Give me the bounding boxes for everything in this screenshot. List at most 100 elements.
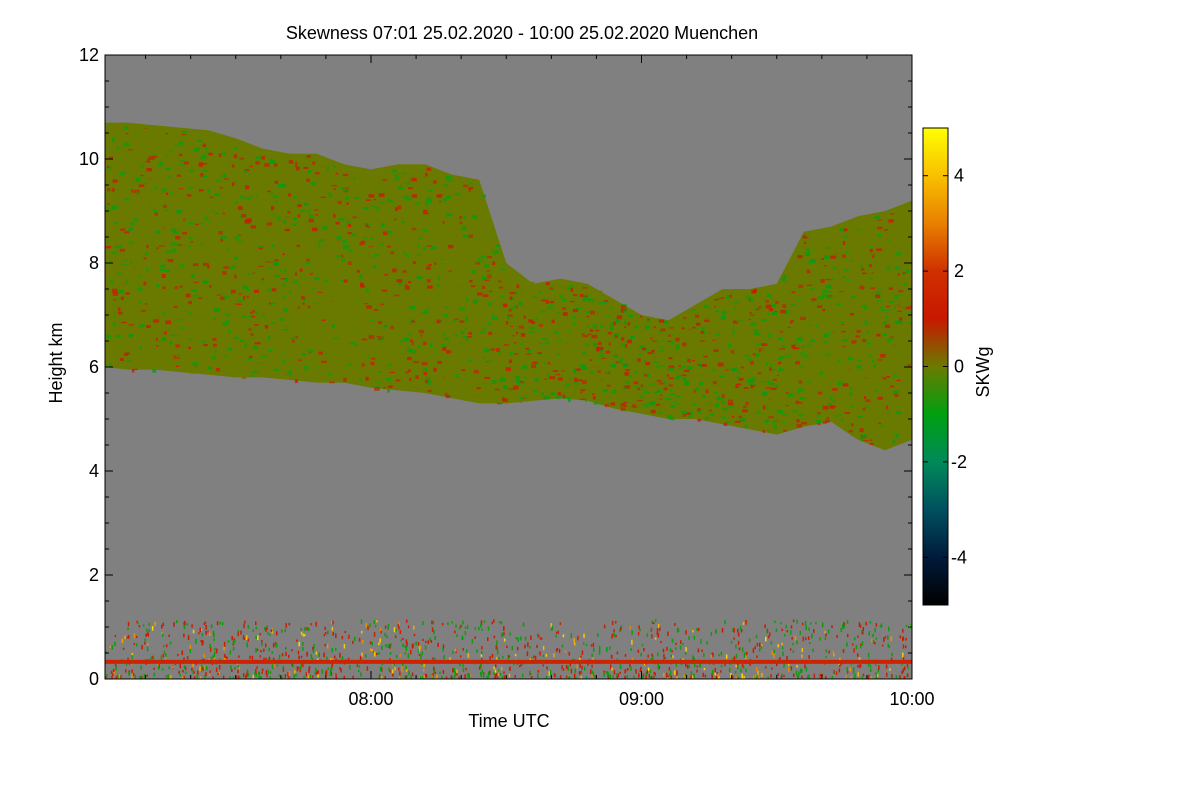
speckle-cell [115,665,117,671]
speckle-cell [379,673,381,676]
speckle-cell [140,665,142,670]
speckle-cell [261,640,263,644]
cloud-texture-cell [441,376,447,380]
cloud-texture-cell [886,266,892,271]
cloud-texture-cell [645,326,650,329]
cloud-texture-cell [523,395,528,397]
speckle-cell [752,676,755,679]
cloud-texture-cell [804,237,809,239]
cloud-texture-cell [646,376,652,378]
cloud-texture-cell [144,127,148,129]
cloud-texture-cell [508,388,515,390]
cloud-texture-cell [823,340,829,344]
cloud-texture-cell [409,339,414,342]
speckle-cell [710,655,713,658]
cloud-texture-cell [896,336,902,338]
speckle-cell [657,652,659,657]
cloud-texture-cell [731,331,735,334]
cloud-texture-cell [266,288,272,292]
speckle-cell [781,642,783,646]
cloud-texture-cell [391,358,395,362]
cloud-texture-cell [207,366,212,370]
cloud-texture-cell [603,300,609,302]
cloud-texture-cell [161,274,166,278]
speckle-cell [888,645,891,649]
speckle-cell [183,633,185,638]
speckle-cell [340,668,342,673]
cloud-texture-cell [252,345,259,350]
cloud-texture-cell [650,383,657,385]
speckle-cell [501,676,504,679]
speckle-cell [696,669,698,673]
speckle-cell [573,642,576,646]
cloud-texture-cell [402,172,407,175]
cloud-texture-cell [117,307,121,312]
speckle-cell [335,673,337,678]
cloud-texture-cell [303,157,307,159]
speckle-cell [378,651,380,655]
cloud-texture-cell [284,277,289,282]
cloud-texture-cell [406,196,412,201]
cloud-texture-cell [190,372,195,374]
cloud-texture-cell [434,262,437,265]
cloud-texture-cell [223,173,226,178]
cloud-texture-cell [745,295,751,299]
speckle-cell [321,669,324,674]
speckle-cell [775,628,778,633]
cloud-texture-cell [538,322,542,325]
cloud-texture-cell [683,317,687,319]
cloud-texture-cell [260,280,265,284]
cloud-texture-cell [544,378,548,380]
speckle-cell [449,657,451,661]
cloud-texture-cell [535,316,539,321]
cloud-texture-cell [359,282,364,287]
cloud-texture-cell [549,287,554,290]
cloud-texture-cell [681,411,688,415]
speckle-cell [395,629,397,632]
cloud-texture-cell [484,264,490,268]
speckle-cell [216,648,218,654]
cloud-texture-cell [782,413,788,416]
cloud-texture-cell [347,363,352,366]
speckle-cell [712,653,714,658]
speckle-cell [489,655,491,661]
cloud-texture-cell [442,198,447,202]
cloud-texture-cell [732,320,739,324]
speckle-cell [200,667,203,672]
speckle-cell [616,676,619,679]
cloud-texture-cell [442,344,446,347]
cloud-texture-cell [331,185,338,187]
speckle-cell [398,621,400,627]
speckle-cell [757,670,759,676]
cloud-texture-cell [120,358,124,361]
speckle-cell [672,655,674,659]
cloud-texture-cell [113,298,117,301]
speckle-cell [330,621,333,624]
cloud-texture-cell [659,345,664,348]
cloud-texture-cell [700,330,704,334]
cloud-texture-cell [262,316,266,319]
cloud-texture-cell [556,395,561,400]
speckle-cell [886,672,888,677]
speckle-cell [578,671,581,674]
cloud-texture-cell [699,382,704,386]
cloud-texture-cell [431,300,435,304]
cloud-texture-cell [239,216,244,219]
cloud-texture-cell [306,261,311,265]
cloud-texture-cell [360,284,365,288]
speckle-cell [406,641,408,647]
speckle-cell [454,671,457,676]
cloud-texture-cell [253,289,259,293]
cloud-texture-cell [270,302,276,305]
cloud-texture-cell [236,335,239,340]
x-axis-label: Time UTC [468,711,549,731]
cloud-texture-cell [623,401,628,404]
speckle-cell [231,669,233,672]
speckle-cell [789,630,792,635]
speckle-cell [163,645,165,648]
cloud-texture-cell [451,179,455,182]
speckle-cell [335,647,337,651]
cloud-texture-cell [459,221,463,225]
speckle-cell [561,644,564,648]
speckle-cell [682,643,684,646]
